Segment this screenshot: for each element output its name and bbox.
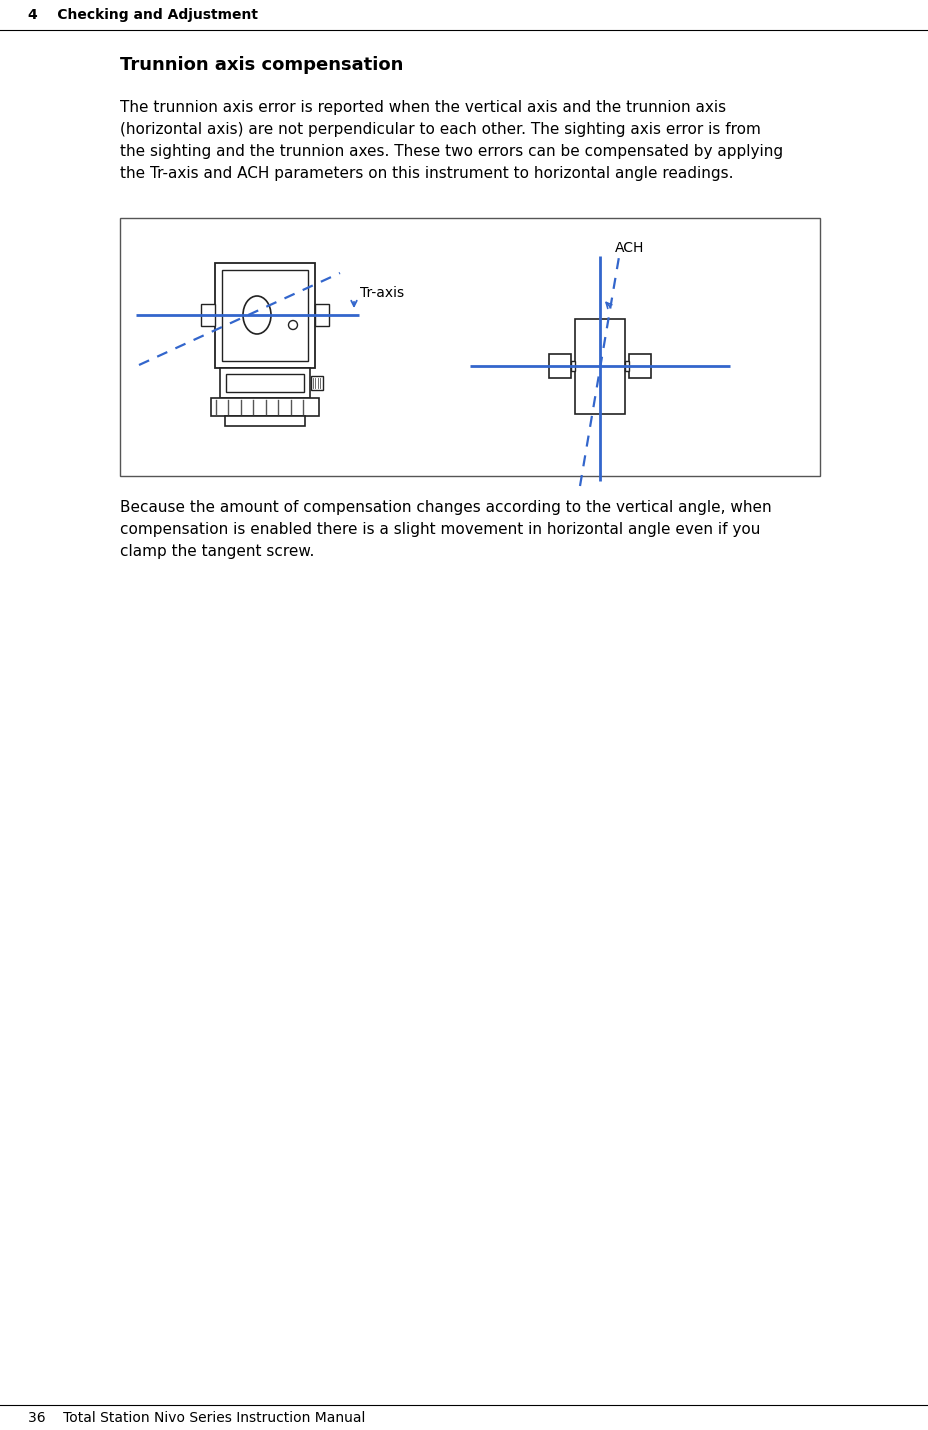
Text: Tr-axis: Tr-axis — [360, 286, 404, 300]
Bar — [571, 360, 574, 370]
Bar — [311, 376, 323, 390]
Bar — [574, 319, 625, 415]
Bar — [211, 398, 318, 416]
Text: 4    Checking and Adjustment: 4 Checking and Adjustment — [28, 9, 258, 21]
Text: 36    Total Station Nivo Series Instruction Manual: 36 Total Station Nivo Series Instruction… — [28, 1411, 365, 1426]
Bar — [214, 263, 315, 368]
Text: ACH: ACH — [614, 242, 644, 255]
Text: the Tr-axis and ACH parameters on this instrument to horizontal angle readings.: the Tr-axis and ACH parameters on this i… — [120, 166, 733, 182]
Bar — [625, 360, 628, 370]
Bar — [548, 355, 571, 378]
Bar — [226, 375, 303, 392]
Text: clamp the tangent screw.: clamp the tangent screw. — [120, 543, 314, 559]
Text: (horizontal axis) are not perpendicular to each other. The sighting axis error i: (horizontal axis) are not perpendicular … — [120, 122, 760, 137]
Ellipse shape — [243, 296, 271, 335]
Bar — [222, 270, 308, 360]
Text: Trunnion axis compensation: Trunnion axis compensation — [120, 56, 403, 74]
Bar — [120, 217, 819, 476]
Text: compensation is enabled there is a slight movement in horizontal angle even if y: compensation is enabled there is a sligh… — [120, 522, 759, 538]
Bar — [225, 416, 304, 426]
Bar — [200, 305, 214, 326]
Bar — [628, 355, 651, 378]
Bar — [315, 305, 329, 326]
Text: The trunnion axis error is reported when the vertical axis and the trunnion axis: The trunnion axis error is reported when… — [120, 100, 726, 114]
Text: the sighting and the trunnion axes. These two errors can be compensated by apply: the sighting and the trunnion axes. Thes… — [120, 144, 782, 159]
Ellipse shape — [289, 320, 297, 329]
Text: Because the amount of compensation changes according to the vertical angle, when: Because the amount of compensation chang… — [120, 500, 771, 515]
Bar — [220, 368, 310, 398]
